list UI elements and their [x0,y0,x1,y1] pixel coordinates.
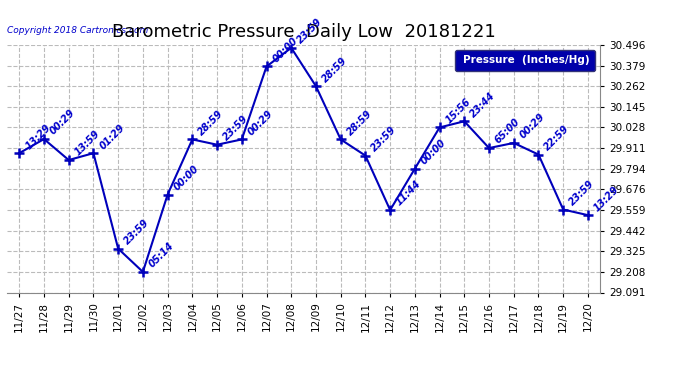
Text: 05:14: 05:14 [147,241,176,270]
Text: 00:29: 00:29 [48,108,77,137]
Text: Copyright 2018 Cartronics.com: Copyright 2018 Cartronics.com [7,26,148,35]
Text: 22:59: 22:59 [542,123,571,152]
Text: 15:56: 15:56 [444,96,473,125]
Text: 13:29: 13:29 [23,122,52,151]
Text: 28:59: 28:59 [197,108,226,137]
Text: 01:29: 01:29 [97,122,126,151]
Text: 23:59: 23:59 [221,114,250,142]
Text: 11:44: 11:44 [394,179,423,208]
Text: 23:44: 23:44 [469,90,497,119]
Text: 00:00: 00:00 [172,164,201,192]
Title: Barometric Pressure  Daily Low  20181221: Barometric Pressure Daily Low 20181221 [112,22,495,40]
Legend: Pressure  (Inches/Hg): Pressure (Inches/Hg) [455,50,595,70]
Text: 28:59: 28:59 [320,55,349,84]
Text: 28:59: 28:59 [345,108,374,137]
Text: 65:00: 65:00 [493,117,522,146]
Text: 13:29: 13:29 [592,184,621,213]
Text: 00:29: 00:29 [518,112,547,141]
Text: 00:29: 00:29 [246,108,275,137]
Text: 23:59: 23:59 [567,178,596,207]
Text: 23:59: 23:59 [295,17,324,46]
Text: 13:59: 13:59 [73,129,102,158]
Text: 23:59: 23:59 [370,124,399,153]
Text: 00:00: 00:00 [419,138,448,166]
Text: 00:00: 00:00 [270,35,299,64]
Text: 23:59: 23:59 [122,217,151,246]
